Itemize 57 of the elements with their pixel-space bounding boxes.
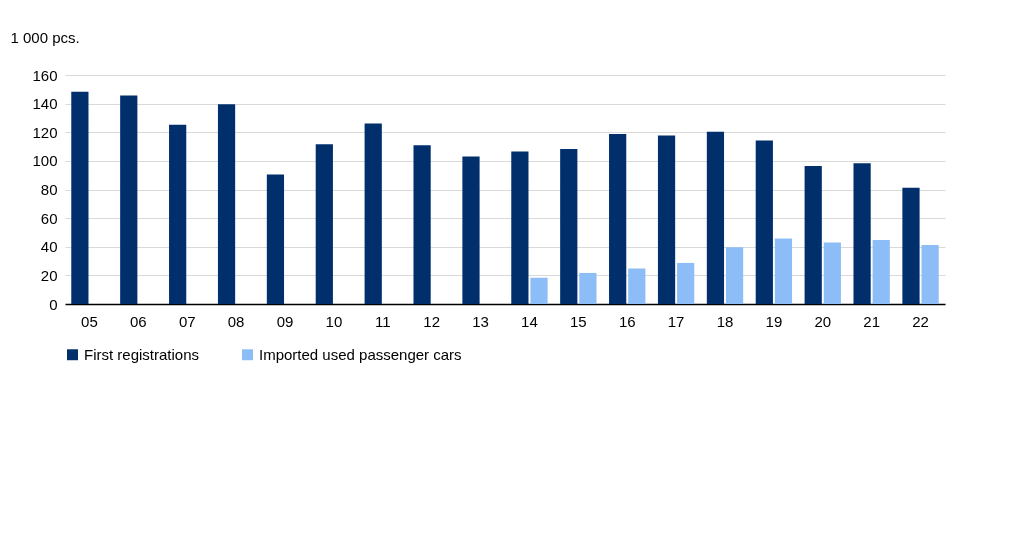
x-tick-label: 21 [863, 312, 881, 330]
y-tick-label: 0 [49, 295, 58, 313]
y-tick-label: 140 [32, 95, 58, 113]
bar [921, 244, 939, 304]
x-tick-label: 14 [521, 312, 538, 330]
bar [609, 134, 627, 304]
bar [364, 123, 382, 304]
bar [120, 95, 138, 304]
bar [579, 272, 597, 304]
y-tick-label: 100 [32, 152, 58, 170]
y-tick-label: 40 [40, 238, 58, 256]
y-tick-label: 20 [40, 266, 58, 284]
x-tick-label: 17 [667, 312, 685, 330]
x-tick-label: 09 [276, 312, 294, 330]
bar [462, 156, 480, 304]
x-tick-label: 12 [423, 312, 441, 330]
bar [217, 104, 236, 304]
bar [804, 165, 822, 304]
bar [628, 268, 646, 304]
legend-label: First registrations [84, 345, 200, 363]
bar [872, 239, 890, 304]
y-tick-label: 160 [32, 66, 58, 84]
bar [725, 247, 744, 304]
bar [774, 238, 793, 304]
x-tick-label: 11 [374, 312, 391, 330]
bar [560, 149, 578, 304]
x-tick-label: 07 [178, 312, 196, 330]
x-tick-label: 16 [618, 312, 636, 330]
y-tick-label: 80 [40, 181, 58, 198]
bar [511, 151, 529, 304]
x-tick-label: 08 [227, 312, 245, 330]
bar [657, 135, 676, 304]
y-tick-label: 120 [32, 123, 58, 141]
x-tick-label: 18 [716, 312, 734, 330]
x-tick-label: 15 [569, 312, 587, 330]
x-tick-label: 10 [325, 312, 343, 330]
bar [71, 91, 89, 304]
bar [853, 163, 871, 304]
bar [266, 174, 285, 304]
bar [530, 277, 548, 304]
bar [677, 262, 695, 304]
x-tick-label: 22 [912, 312, 929, 330]
legend-label: Imported used passenger cars [259, 345, 462, 363]
x-tick-label: 20 [814, 312, 832, 330]
bar [755, 140, 773, 304]
bar [169, 124, 187, 304]
bar [823, 242, 841, 304]
y-tick-label: 60 [40, 209, 58, 227]
x-tick-label: 13 [472, 312, 489, 330]
x-tick-label: 19 [765, 312, 783, 330]
y-axis-title: 1 000 pcs. [10, 28, 80, 46]
bar [706, 131, 725, 304]
bar [413, 145, 431, 304]
bar [902, 187, 920, 304]
x-tick-label: 06 [129, 312, 147, 330]
bar [315, 144, 333, 304]
x-tick-label: 05 [81, 312, 98, 330]
